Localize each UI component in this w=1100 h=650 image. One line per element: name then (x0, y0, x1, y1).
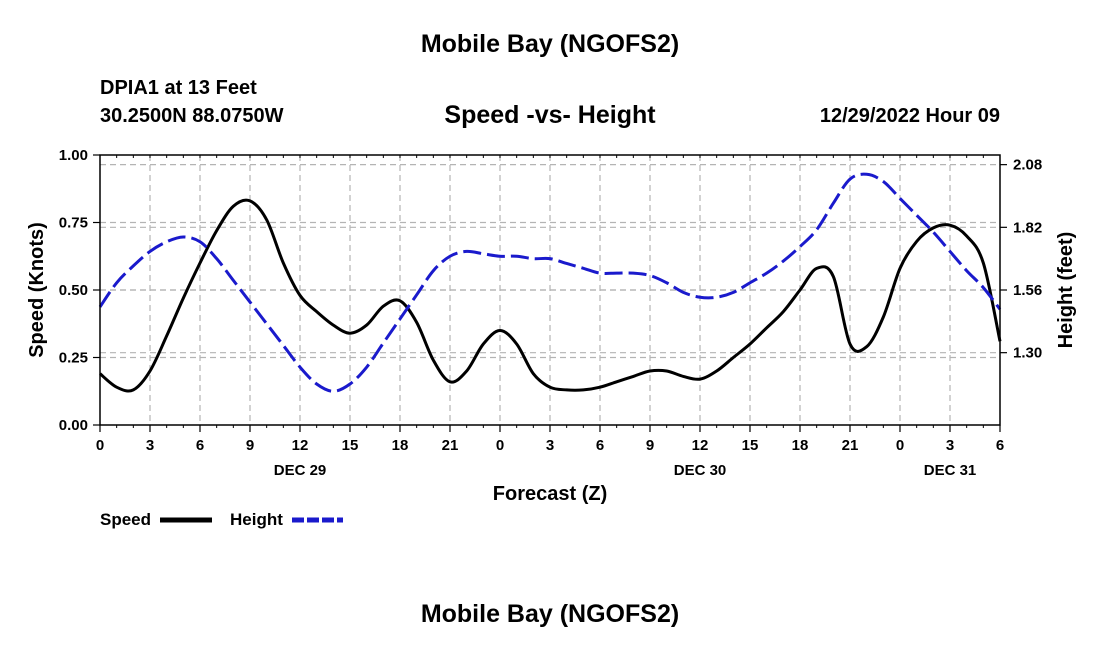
series-line-speed (99, 198, 1002, 393)
x-tick-label: 12 (292, 437, 309, 454)
day-label: DEC 31 (924, 462, 977, 479)
y-axis-title: Speed (Knots) (26, 222, 48, 358)
x-tick-label: 9 (246, 437, 254, 454)
x-tick-label: 0 (96, 437, 104, 454)
x-tick-label: 6 (996, 437, 1004, 454)
x-tick-label: 6 (196, 437, 204, 454)
x-tick-label: 15 (342, 437, 359, 454)
main-title: Mobile Bay (NGOFS2) (420, 30, 680, 58)
x-tick-label: 3 (546, 437, 554, 454)
chart-subtitle: Speed -vs- Height (444, 101, 656, 129)
y-tick-label: 0.75 (59, 215, 88, 232)
second-chart-title: Mobile Bay (NGOFS2) (420, 600, 680, 628)
legend: Speed Height (100, 510, 343, 529)
x-tick-label: 18 (392, 437, 409, 454)
x-tick-label: 18 (792, 437, 809, 454)
x-tick-label: 21 (442, 437, 459, 454)
station-coordinates: 30.2500N 88.0750W (100, 105, 284, 127)
y2-axis-title: Height (feet) (1055, 232, 1077, 349)
x-axis-title: Forecast (Z) (493, 483, 607, 505)
x-tick-label: 6 (596, 437, 604, 454)
x-tick-label: 9 (646, 437, 654, 454)
x-tick-label: 0 (496, 437, 504, 454)
x-tick-label: 21 (842, 437, 859, 454)
y2-tick-label: 1.56 (1013, 282, 1042, 299)
y-tick-label: 1.00 (59, 147, 88, 164)
grid (100, 155, 1000, 425)
legend-label-height: Height (230, 510, 283, 529)
day-label: DEC 30 (674, 462, 727, 479)
x-tick-label: 12 (692, 437, 709, 454)
y2-tick-label: 2.08 (1013, 157, 1042, 174)
x-tick-label: 0 (896, 437, 904, 454)
y-tick-label: 0.50 (59, 282, 88, 299)
x-tick-label: 15 (742, 437, 759, 454)
y-tick-label: 0.25 (59, 350, 88, 367)
series-line-height (98, 172, 1002, 393)
station-label: DPIA1 at 13 Feet (100, 77, 257, 99)
x-tick-label: 3 (946, 437, 954, 454)
y2-tick-label: 1.30 (1013, 345, 1042, 362)
series-layer (98, 172, 1002, 393)
x-tick-label: 3 (146, 437, 154, 454)
axes: 0 3 6 9 12 15 18 21 0 3 6 9 12 15 18 21 0 3 6 DEC 29 DEC 30 D… (26, 147, 1077, 505)
legend-label-speed: Speed (100, 510, 151, 529)
forecast-datetime: 12/29/2022 Hour 09 (819, 105, 1000, 127)
day-label: DEC 29 (274, 462, 327, 479)
y-tick-label: 0.00 (59, 417, 88, 434)
y2-tick-label: 1.82 (1013, 219, 1042, 236)
